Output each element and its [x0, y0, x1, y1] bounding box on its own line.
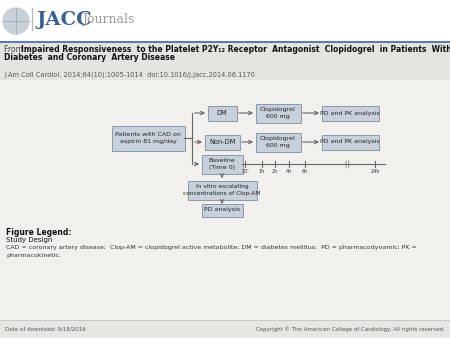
Text: CAD = coronary artery disease;  Clop-AM = clopidogrel active metabolite; DM = di: CAD = coronary artery disease; Clop-AM =… — [6, 245, 417, 250]
Text: Non-DM: Non-DM — [209, 139, 235, 145]
Text: Copyright © The American College of Cardiology. All rights reserved.: Copyright © The American College of Card… — [256, 326, 445, 332]
FancyBboxPatch shape — [204, 135, 239, 149]
FancyBboxPatch shape — [207, 105, 237, 121]
Text: 6h: 6h — [302, 169, 308, 174]
Text: //: // — [344, 159, 352, 169]
Text: Clopidogrel
600 mg: Clopidogrel 600 mg — [260, 137, 296, 148]
FancyBboxPatch shape — [321, 105, 378, 121]
Text: Date of download: 9/18/2016: Date of download: 9/18/2016 — [5, 327, 86, 332]
Text: In vitro escalating
concentrations of Clop-AM: In vitro escalating concentrations of Cl… — [183, 185, 261, 196]
Text: 1h: 1h — [259, 169, 265, 174]
Text: Journals: Journals — [82, 14, 135, 26]
Bar — [0, 0, 450, 42]
Bar — [0, 42, 450, 80]
Text: Baseline
(Time 0): Baseline (Time 0) — [209, 159, 235, 170]
Circle shape — [3, 8, 29, 34]
Text: 24h: 24h — [370, 169, 380, 174]
Text: DM: DM — [217, 110, 227, 116]
Text: PD and PK analysis: PD and PK analysis — [320, 111, 380, 116]
Text: 30': 30' — [241, 169, 249, 174]
Text: pharmacokinetic.: pharmacokinetic. — [6, 253, 61, 258]
Text: Diabetes  and Coronary  Artery Disease: Diabetes and Coronary Artery Disease — [4, 53, 175, 63]
Text: Impaired Responsiveness  to the Platelet P2Y₁₂ Receptor  Antagonist  Clopidogrel: Impaired Responsiveness to the Platelet … — [21, 45, 450, 53]
Text: PD and PK analysis: PD and PK analysis — [320, 140, 380, 145]
FancyBboxPatch shape — [256, 103, 301, 122]
Text: Clopidogrel
600 mg: Clopidogrel 600 mg — [260, 107, 296, 119]
Text: Patients with CAD on
aspirin 81 mg/day: Patients with CAD on aspirin 81 mg/day — [115, 132, 181, 144]
FancyBboxPatch shape — [256, 132, 301, 151]
FancyBboxPatch shape — [188, 180, 256, 199]
FancyBboxPatch shape — [321, 135, 378, 149]
Text: Figure Legend:: Figure Legend: — [6, 228, 72, 237]
FancyBboxPatch shape — [202, 154, 243, 173]
Text: 2h: 2h — [272, 169, 278, 174]
Text: Study Design: Study Design — [6, 237, 52, 243]
FancyBboxPatch shape — [202, 203, 243, 217]
Text: From:: From: — [4, 45, 28, 53]
Text: PD analysis: PD analysis — [204, 208, 240, 213]
Text: 4h: 4h — [286, 169, 292, 174]
Text: JACC: JACC — [36, 11, 92, 29]
Text: J Am Coll Cardiol. 2014;64(10):1005-1014  doi:10.1016/j.jacc.2014.06.1170: J Am Coll Cardiol. 2014;64(10):1005-1014… — [4, 72, 255, 78]
Bar — [0, 320, 450, 338]
FancyBboxPatch shape — [112, 125, 184, 150]
